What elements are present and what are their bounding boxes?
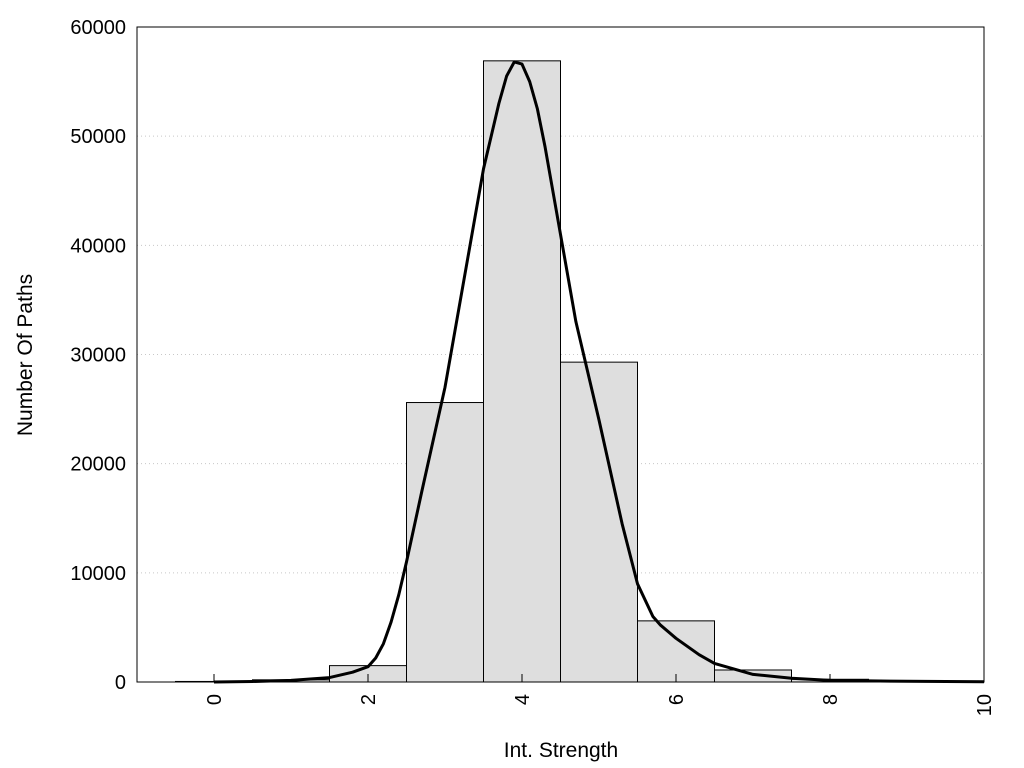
x-tick-label: 2 [358,694,380,705]
y-tick-label: 20000 [70,454,126,476]
y-tick-label: 50000 [70,126,126,148]
y-tick-label: 30000 [70,345,126,367]
x-tick-label: 10 [974,694,996,716]
x-axis-ticks: 0 2 4 6 8 10 [204,674,996,716]
x-tick-label: 4 [512,694,534,705]
histogram-bars [175,60,946,683]
x-axis-label: Int. Strength [504,739,618,762]
y-tick-label: 0 [115,672,126,694]
x-tick-label: 6 [666,694,688,705]
y-axis-label: Number Of Paths [14,274,37,436]
y-axis-ticks: 0 10000 20000 30000 40000 50000 60000 [70,17,126,694]
histogram-bar [637,620,715,683]
histogram-bar [560,361,638,683]
y-tick-label: 60000 [70,17,126,39]
fit-curve [213,60,985,684]
histogram-bar [483,60,561,683]
x-tick-label: 0 [204,694,226,705]
plot-frame [136,26,985,683]
y-tick-label: 40000 [70,235,126,257]
fit-curve-layer [213,60,985,684]
histogram-bar [406,402,484,683]
x-tick-label: 8 [820,694,842,705]
y-tick-label: 10000 [70,563,126,585]
